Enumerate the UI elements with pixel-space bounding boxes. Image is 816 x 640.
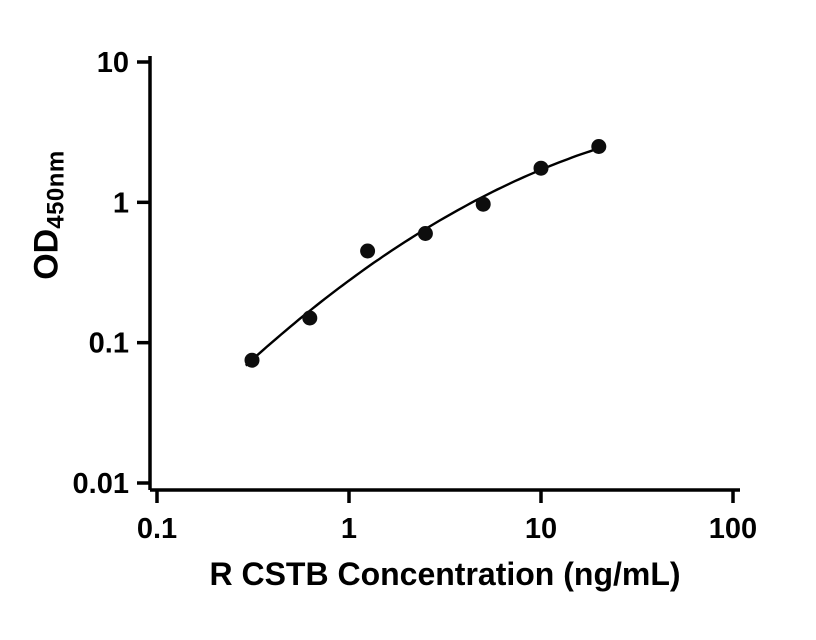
y-axis-title-subscript: 450nm <box>42 150 70 229</box>
y-axis-title: OD450nm <box>25 63 70 368</box>
x-tick-label: 100 <box>709 513 757 545</box>
x-axis-title: R CSTB Concentration (ng/mL) <box>209 556 681 592</box>
data-point <box>417 226 433 241</box>
fit-curve <box>244 147 600 367</box>
data-point <box>475 196 491 212</box>
data-point <box>244 352 260 368</box>
data-point <box>360 243 376 259</box>
y-tick-label: 10 <box>97 47 129 79</box>
y-axis-title-main: OD <box>27 228 66 280</box>
y-tick-label: 1 <box>113 187 129 219</box>
x-tick-label: 1 <box>341 513 357 545</box>
data-point <box>302 310 318 326</box>
data-point <box>533 160 549 176</box>
x-tick-label: 0.1 <box>137 513 177 545</box>
y-tick-label: 0.1 <box>89 328 129 360</box>
y-tick-label: 0.01 <box>73 468 129 500</box>
x-tick-label: 10 <box>525 513 557 545</box>
data-point <box>591 139 607 154</box>
